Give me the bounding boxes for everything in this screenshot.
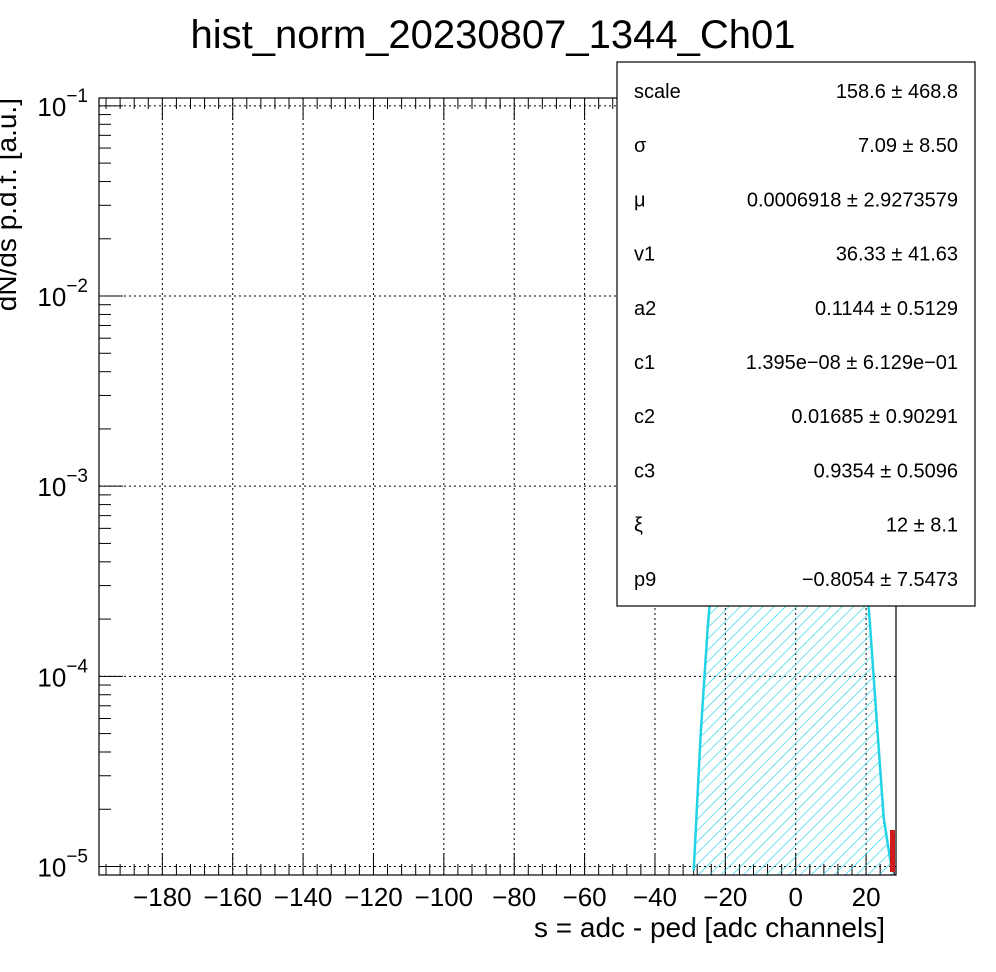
x-tick-label: −180	[133, 882, 192, 912]
stat-value: 12 ± 8.1	[886, 515, 958, 537]
x-tick-label: −40	[633, 882, 677, 912]
stat-name: scale	[634, 81, 681, 103]
stat-value: 7.09 ± 8.50	[858, 135, 958, 157]
y-tick-exponent: −1	[66, 86, 88, 107]
stat-value: 0.01685 ± 0.90291	[791, 406, 958, 428]
y-tick-exponent: −3	[66, 466, 88, 487]
y-tick-base: 10	[37, 852, 66, 882]
stat-name: c2	[634, 406, 655, 428]
x-tick-label: −140	[274, 882, 333, 912]
y-tick-exponent: −5	[66, 846, 88, 867]
stat-name: ξ	[634, 515, 643, 537]
stat-value: 0.1144 ± 0.5129	[815, 298, 958, 320]
fit-statistics-box: scale 158.6 ± 468.8 σ 7.09 ± 8.50 μ 0.0006918…	[616, 61, 976, 607]
y-tick-label: 10−2	[37, 276, 88, 312]
y-axis-title: dN/ds p.d.f. [a.u.]	[0, 98, 22, 311]
x-tick-label: −100	[415, 882, 474, 912]
stat-value: 36.33 ± 41.63	[836, 244, 958, 266]
x-tick-label: −60	[563, 882, 607, 912]
stat-name: σ	[634, 135, 647, 157]
stat-name: μ	[634, 189, 646, 211]
stat-name: v1	[634, 244, 655, 266]
stat-value: 0.9354 ± 0.5096	[814, 460, 958, 482]
y-tick-label: 10−4	[37, 656, 88, 692]
y-tick-label: 10−3	[37, 466, 88, 502]
stat-value: 0.0006918 ± 2.9273579	[747, 189, 958, 211]
x-tick-label: −80	[492, 882, 536, 912]
x-tick-labels: −180 −160 −140 −120 −100 −80 −60 −40 −20 0 20	[133, 882, 881, 912]
stat-value: 1.395e−08 ± 6.129e−01	[746, 352, 958, 374]
y-tick-label: 10−5	[37, 846, 88, 882]
x-tick-label: −20	[703, 882, 747, 912]
stat-name: a2	[634, 298, 656, 320]
y-tick-base: 10	[37, 92, 66, 122]
y-tick-labels: 10−110−210−310−410−5	[37, 86, 88, 883]
x-axis-title: s = adc - ped [adc channels]	[534, 912, 885, 943]
x-tick-label: 0	[788, 882, 802, 912]
stat-name: c3	[634, 460, 655, 482]
stat-name: p9	[634, 569, 656, 591]
x-tick-label: −120	[344, 882, 403, 912]
stats-box-frame	[616, 61, 976, 607]
stat-name: c1	[634, 352, 655, 374]
y-tick-base: 10	[37, 282, 66, 312]
chart-title: hist_norm_20230807_1344_Ch01	[191, 13, 796, 57]
y-tick-label: 10−1	[37, 86, 88, 122]
x-tick-label: 20	[852, 882, 881, 912]
y-tick-base: 10	[37, 662, 66, 692]
stat-value: −0.8054 ± 7.5473	[802, 569, 958, 591]
red-edge-marker	[890, 830, 895, 872]
axis-ticks	[99, 98, 895, 875]
x-tick-label: −160	[203, 882, 262, 912]
y-tick-exponent: −2	[66, 276, 88, 297]
y-tick-base: 10	[37, 472, 66, 502]
stat-value: 158.6 ± 468.8	[836, 81, 958, 103]
y-tick-exponent: −4	[66, 656, 88, 677]
